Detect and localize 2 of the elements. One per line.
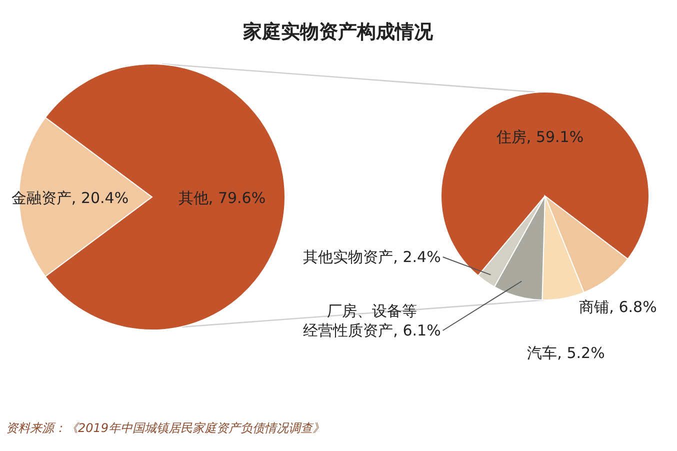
text: 家庭实物资产构成情况 bbox=[242, 21, 434, 43]
text: 资料来源：《2019年中国城镇居民家庭资产负债情况调查》 bbox=[6, 421, 325, 435]
